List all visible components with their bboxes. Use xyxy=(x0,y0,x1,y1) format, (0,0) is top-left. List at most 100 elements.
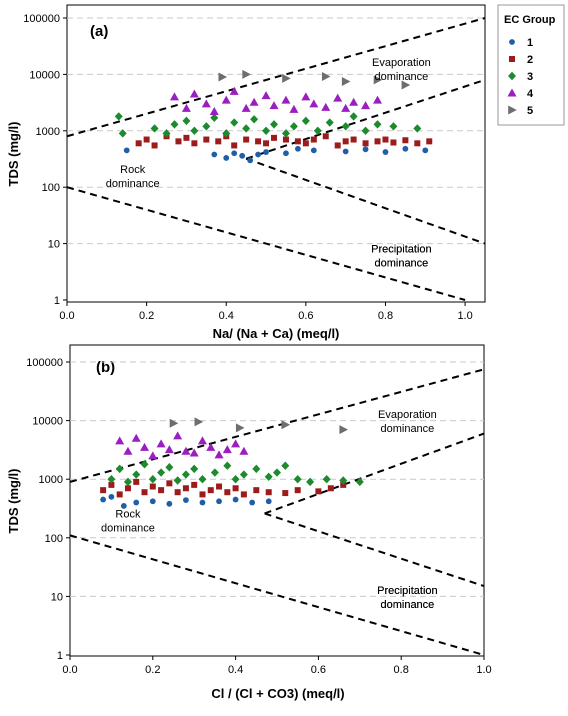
panel-a-point-group-1 xyxy=(294,145,301,152)
panel-a-point-group-4 xyxy=(201,99,211,108)
panel-b-point-group-3 xyxy=(132,470,141,479)
panel-a-label: (a) xyxy=(90,23,108,40)
panel-b-y-axis-label: TDS (mg/l) xyxy=(6,469,21,534)
panel-b-point-group-2 xyxy=(191,481,198,488)
panel-b-point-group-2 xyxy=(100,487,107,494)
panel-b-point-group-3 xyxy=(264,472,273,481)
panel-a-point-group-2 xyxy=(382,136,389,143)
panel-a-point-group-3 xyxy=(289,122,298,131)
panel-a-region-label: dominance xyxy=(106,178,160,190)
panel-b-point-group-4 xyxy=(173,431,183,440)
panel-b-point-group-5 xyxy=(169,418,179,428)
panel-b-boundary-line xyxy=(264,512,485,588)
panel-b-point-group-3 xyxy=(223,461,232,470)
panel-b-point-group-3 xyxy=(239,470,248,479)
panel-a-point-group-3 xyxy=(182,116,191,126)
panel-b-point-group-5 xyxy=(281,420,291,430)
panel-a-point-group-4 xyxy=(373,95,383,104)
panel-b-region-label: Evaporation xyxy=(378,409,437,421)
panel-a-point-group-4 xyxy=(349,97,359,106)
panel-a-point-group-1 xyxy=(255,151,261,158)
panel-b-point-group-5 xyxy=(194,417,204,427)
panel-a-point-group-1 xyxy=(231,150,238,157)
panel-a-point-group-2 xyxy=(294,138,301,145)
panel-b-y-tick-label: 100 xyxy=(45,533,63,545)
panel-b-point-group-4 xyxy=(140,442,150,451)
panel-b-point-group-1 xyxy=(183,497,189,503)
panel-b-point-group-5 xyxy=(235,423,245,433)
panel-a-x-tick-label: 0.4 xyxy=(219,310,234,322)
panel-a-x-axis-label: Na/ (Na + Ca) (meq/l) xyxy=(213,326,340,341)
panel-a-point-group-2 xyxy=(414,140,421,147)
panel-a-y-tick-label: 1 xyxy=(54,295,60,307)
panel-b-point-group-2 xyxy=(282,490,289,497)
panel-a-point-group-2 xyxy=(215,138,222,145)
panel-b-point-group-2 xyxy=(124,485,131,492)
panel-a-point-group-2 xyxy=(362,140,369,147)
panel-a-region-label: Evaporation xyxy=(372,57,431,69)
panel-b-point-group-3 xyxy=(306,477,315,487)
panel-a-point-group-1 xyxy=(382,149,389,155)
panel-a-y-tick-label: 10000 xyxy=(29,69,60,81)
panel-a-point-group-1 xyxy=(223,155,230,161)
panel-b-point-group-4 xyxy=(131,433,141,442)
panel-a-point-group-2 xyxy=(302,140,309,147)
panel-a-point-group-4 xyxy=(221,95,231,104)
panel-a-point-group-4 xyxy=(269,101,279,110)
panel-b-point-group-2 xyxy=(141,489,148,496)
panel-b-y-tick-label: 1 xyxy=(57,650,63,662)
legend-label-4: 4 xyxy=(527,88,534,100)
panel-a-point-group-1 xyxy=(123,147,130,154)
panel-b-y-tick-label: 10 xyxy=(51,591,63,603)
panel-b-x-axis-label: Cl / (Cl + CO3) (meq/l) xyxy=(211,686,344,701)
panel-a-point-group-5 xyxy=(401,80,411,90)
panel-b-point-group-1 xyxy=(199,499,206,506)
panel-a: (a) Na/ (Na + Ca) (meq/l) TDS (mg/l) 1 10… xyxy=(6,4,486,341)
legend-label-5: 5 xyxy=(527,105,533,117)
panel-a-y-axis-label: TDS (mg/l) xyxy=(6,122,21,187)
panel-b-point-group-1 xyxy=(108,493,115,500)
panel-b-point-group-1 xyxy=(216,498,222,505)
panel-a-point-group-1 xyxy=(310,147,317,154)
panel-b-region-label: Precipitation xyxy=(377,585,438,597)
panel-a-point-group-2 xyxy=(183,134,190,141)
panel-b-y-tick-label: 1000 xyxy=(39,474,63,486)
panel-a-point-group-3 xyxy=(242,124,251,133)
panel-a-point-group-4 xyxy=(169,92,179,101)
panel-a-x-tick-label: 0.0 xyxy=(59,310,74,322)
legend-label-2: 2 xyxy=(527,54,533,66)
panel-a-point-group-3 xyxy=(210,113,219,123)
panel-a-point-group-3 xyxy=(270,120,279,129)
panel-a-x-tick-label: 0.6 xyxy=(298,310,313,322)
panel-b-point-group-3 xyxy=(339,476,348,485)
panel-a-point-group-2 xyxy=(342,138,349,145)
legend-marker-3 xyxy=(508,71,516,81)
panel-a-point-group-4 xyxy=(209,106,219,115)
panel-a-point-group-5 xyxy=(242,69,251,79)
panel-a-point-group-2 xyxy=(191,140,198,147)
panel-a-point-group-3 xyxy=(250,115,259,124)
legend-marker-2 xyxy=(509,56,515,62)
panel-a-point-group-1 xyxy=(362,146,369,153)
panel-b-point-group-4 xyxy=(231,439,241,448)
panel-a-point-group-4 xyxy=(229,86,239,95)
panel-b-point-group-5 xyxy=(339,425,349,435)
panel-b-point-group-3 xyxy=(107,475,116,484)
panel-b-point-group-4 xyxy=(181,446,191,455)
panel-b-point-group-2 xyxy=(294,487,301,494)
panel-b-point-group-4 xyxy=(214,450,224,459)
panel-b-point-group-3 xyxy=(210,468,219,477)
panel-b-point-group-3 xyxy=(173,476,182,485)
panel-a-point-group-5 xyxy=(282,73,291,83)
panel-b-point-group-2 xyxy=(182,485,189,492)
panel-a-point-group-1 xyxy=(263,149,269,155)
panel-a-point-group-2 xyxy=(255,138,262,145)
panel-a-x-tick-label: 1.0 xyxy=(457,310,472,322)
panel-a-point-group-2 xyxy=(426,138,433,145)
panel-a-point-group-2 xyxy=(390,139,397,146)
panel-a-point-group-4 xyxy=(309,99,319,108)
panel-a-point-group-4 xyxy=(321,102,331,111)
panel-a-point-group-3 xyxy=(262,126,271,135)
panel-b-point-group-3 xyxy=(157,468,166,477)
panel-a-point-group-3 xyxy=(118,129,127,138)
